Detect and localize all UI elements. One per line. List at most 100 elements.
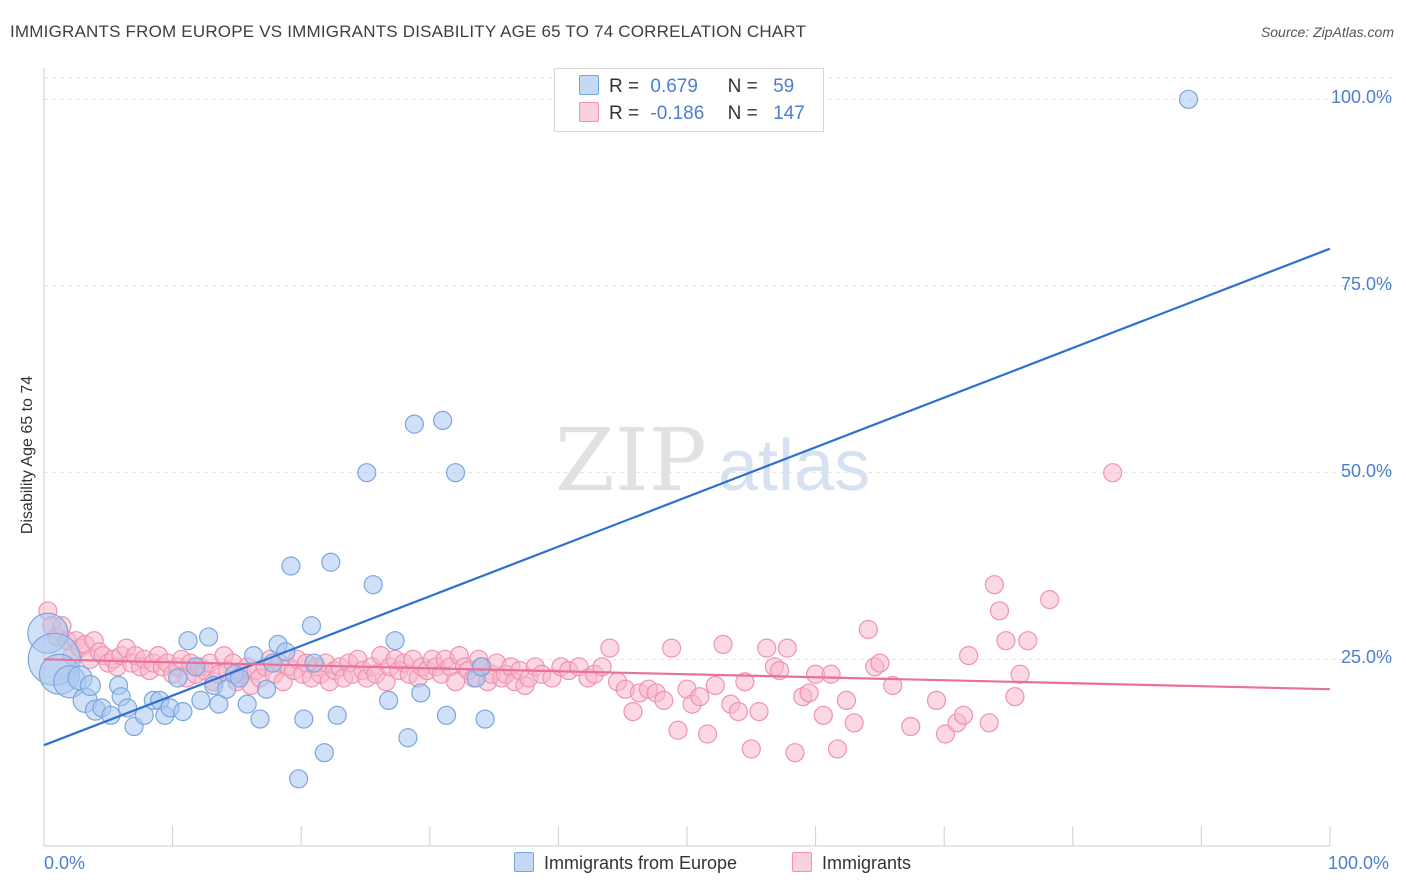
immigrants-point	[935, 724, 956, 744]
immigrants-point	[1010, 664, 1030, 684]
legend-item-immigrants: Immigrants	[792, 852, 911, 874]
legend-n-value: 147	[773, 103, 805, 124]
immigrants-point	[858, 619, 878, 640]
source-label: Source: ZipAtlas.com	[1260, 24, 1394, 40]
europe-point	[327, 705, 347, 725]
immigrants-point	[813, 705, 833, 725]
immigrants-point	[1103, 463, 1123, 483]
chart-title: IMMIGRANTS FROM EUROPE VS IMMIGRANTS DIS…	[10, 22, 807, 41]
y-tick-label: 25.0%	[1340, 647, 1392, 668]
immigrants-point	[836, 690, 857, 711]
legend-r-value: -0.186	[650, 103, 705, 124]
immigrants-point	[728, 701, 749, 722]
europe-point	[436, 705, 457, 725]
europe-point	[294, 709, 314, 729]
immigrants-point	[870, 653, 890, 673]
europe-point	[433, 410, 453, 430]
immigrants-point	[713, 634, 733, 655]
europe-point	[314, 743, 334, 763]
legend-n-label: N =	[727, 76, 758, 97]
immigrants-point	[996, 631, 1016, 651]
europe-point	[301, 616, 322, 636]
europe-point	[79, 674, 101, 697]
legend-swatch-europe	[514, 852, 534, 872]
legend-swatch-immigrants	[792, 852, 812, 872]
europe-point	[173, 701, 193, 722]
watermark: ZIP atlas	[555, 411, 870, 511]
immigrants-point	[799, 683, 819, 703]
legend-swatch-immigrants	[579, 102, 599, 122]
legend-r-label: R =	[609, 103, 640, 124]
europe-point	[256, 679, 277, 699]
immigrants-point	[741, 739, 761, 759]
europe-point	[178, 631, 198, 651]
y-tick-label: 75.0%	[1340, 274, 1392, 294]
immigrants-point	[901, 716, 921, 737]
legend-item-europe: Immigrants from Europe	[514, 852, 737, 874]
grid-lines	[44, 77, 1392, 660]
axes	[43, 68, 1331, 847]
immigrants-point	[989, 601, 1010, 621]
y-tick-label: 100.0%	[1330, 87, 1392, 108]
europe-trend-line	[43, 247, 1331, 747]
legend-n-value: 59	[773, 76, 795, 97]
europe-point	[363, 575, 383, 595]
europe-point	[281, 556, 301, 576]
europe-point	[398, 728, 418, 748]
immigrants-point	[600, 638, 620, 658]
immigrants-point	[690, 687, 710, 707]
x-tick-label-min: 0.0%	[44, 853, 86, 873]
immigrants-trend-line	[43, 658, 1331, 691]
europe-point	[209, 694, 229, 714]
europe-point	[186, 657, 206, 677]
immigrants-point	[926, 690, 947, 711]
immigrants-point	[697, 724, 718, 744]
y-axis-label: Disability Age 65 to 74	[19, 375, 36, 535]
europe-point	[1178, 89, 1199, 109]
europe-point	[445, 463, 466, 483]
legend-label-europe: Immigrants from Europe	[544, 853, 738, 873]
immigrants-point	[844, 713, 864, 733]
immigrants-point	[705, 675, 725, 696]
europe-point	[321, 552, 341, 572]
europe-point	[289, 769, 309, 789]
x-tick-label-max: 100.0%	[1328, 853, 1390, 873]
immigrants-point	[827, 739, 848, 759]
europe-point	[217, 679, 237, 699]
immigrants-point	[749, 701, 769, 722]
immigrants-point	[623, 701, 643, 722]
immigrants-point	[821, 664, 841, 684]
europe-point	[385, 631, 405, 651]
immigrants-point	[1018, 631, 1038, 651]
legend-row-europe: R = 0.679 N = 59	[579, 75, 794, 101]
europe-point	[475, 709, 495, 729]
immigrants-point	[1040, 589, 1060, 610]
immigrants-point	[445, 672, 466, 692]
immigrants-point	[661, 638, 682, 658]
europe-point	[191, 690, 211, 711]
immigrants-point	[654, 690, 674, 711]
watermark-atlas: atlas	[718, 426, 870, 506]
immigrants-point	[883, 675, 903, 696]
europe-point	[199, 627, 219, 647]
legend-r-value: 0.679	[650, 76, 698, 97]
immigrants-point	[769, 660, 790, 681]
legend-r-label: R =	[609, 76, 640, 97]
watermark-zip: ZIP	[555, 411, 707, 511]
europe-point	[237, 694, 257, 714]
immigrants-point	[979, 713, 999, 733]
immigrants-point	[984, 575, 1004, 595]
europe-point	[168, 668, 188, 688]
legend-n-label: N =	[727, 103, 758, 124]
europe-point	[471, 657, 491, 677]
europe-point	[357, 463, 377, 483]
immigrants-point	[757, 638, 777, 658]
trend-lines	[43, 247, 1331, 747]
immigrants-point	[785, 743, 805, 763]
immigrants-point	[668, 720, 688, 740]
immigrants-point	[959, 645, 979, 666]
immigrants-point	[953, 705, 974, 725]
legend-swatch-europe	[579, 75, 599, 95]
europe-point	[250, 709, 270, 729]
europe-point	[304, 653, 324, 673]
